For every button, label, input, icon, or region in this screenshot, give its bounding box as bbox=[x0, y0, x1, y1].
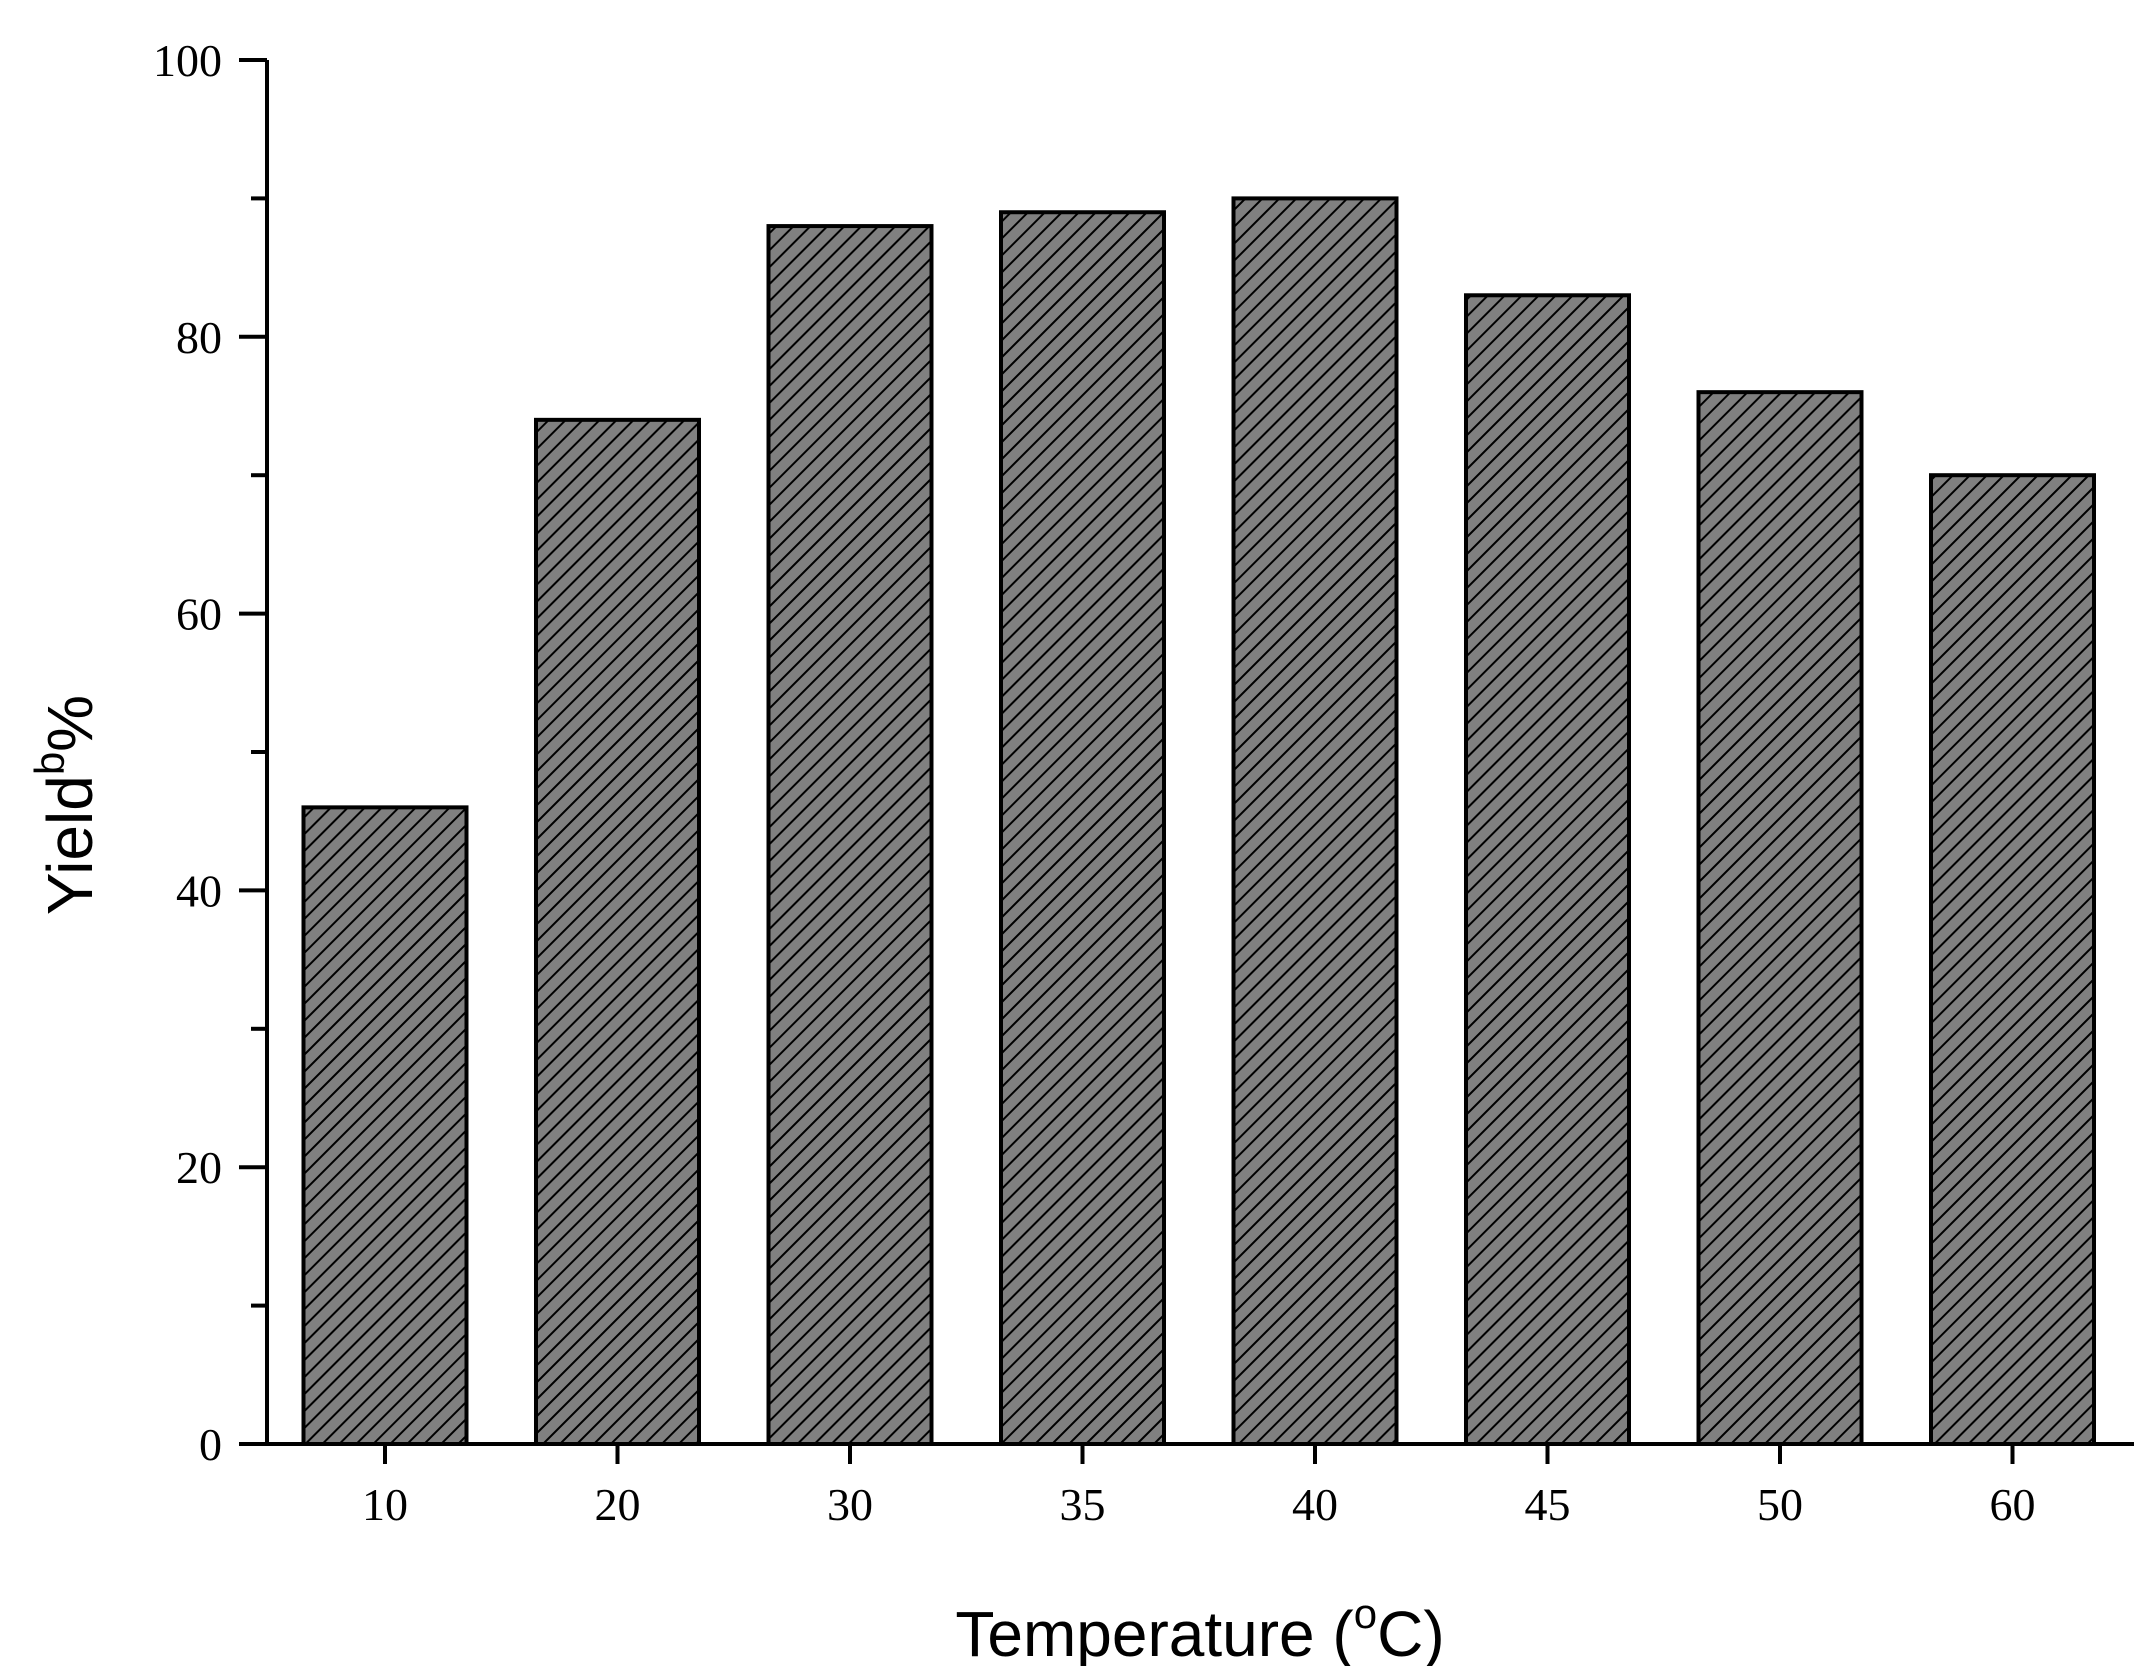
y-axis-ticks: 0 20 40 60 80 100 bbox=[153, 35, 267, 1470]
x-tick-label-40: 40 bbox=[1292, 1479, 1338, 1530]
x-tick-label-50: 50 bbox=[1757, 1479, 1803, 1530]
x-tick-label-30: 30 bbox=[827, 1479, 873, 1530]
x-tick-label-20: 20 bbox=[595, 1479, 641, 1530]
y-tick-label-40: 40 bbox=[176, 865, 222, 916]
bar-40 bbox=[1231, 196, 1399, 1446]
bars-group bbox=[301, 196, 2096, 1447]
bar-50 bbox=[1696, 390, 1864, 1446]
x-tick-label-60: 60 bbox=[1990, 1479, 2036, 1530]
x-tick-label-45: 45 bbox=[1525, 1479, 1571, 1530]
y-tick-label-0: 0 bbox=[199, 1419, 222, 1470]
x-tick-label-35: 35 bbox=[1060, 1479, 1106, 1530]
x-axis-title: Temperature (oC) bbox=[955, 1590, 1444, 1666]
x-tick-label-10: 10 bbox=[362, 1479, 408, 1530]
bar-30 bbox=[766, 224, 934, 1447]
bar-10 bbox=[301, 805, 469, 1446]
y-tick-label-60: 60 bbox=[176, 589, 222, 640]
bar-45 bbox=[1464, 293, 1631, 1446]
y-axis-title: Yieldb% bbox=[26, 695, 106, 915]
bar-35 bbox=[999, 210, 1166, 1447]
y-tick-label-80: 80 bbox=[176, 312, 222, 363]
x-axis-ticks: 10 20 30 35 40 45 50 60 bbox=[362, 1444, 2036, 1530]
bar-20 bbox=[534, 417, 701, 1447]
y-tick-label-20: 20 bbox=[176, 1142, 222, 1193]
y-tick-label-100: 100 bbox=[153, 35, 222, 86]
bar-60 bbox=[1929, 473, 2096, 1446]
